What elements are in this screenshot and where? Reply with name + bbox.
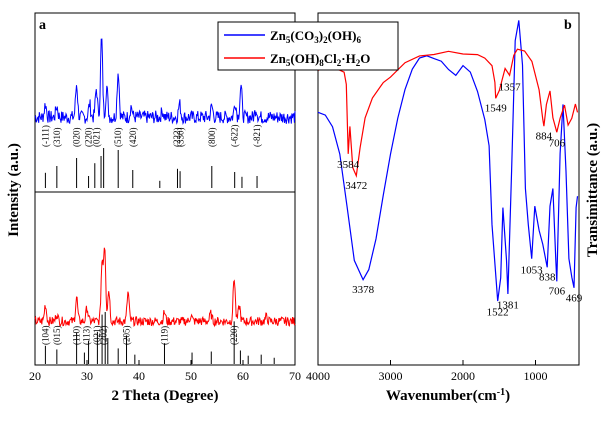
- ftir-peak-label: 1522: [487, 307, 509, 319]
- panel-a-x-tick-label: 30: [81, 369, 93, 383]
- chloride-miller-index-label: (104): [40, 326, 50, 346]
- carbonate-miller-index-label: (220): [84, 128, 94, 148]
- panel-b-x-tick-label: 4000: [306, 369, 330, 383]
- chloride-miller-index-label: (015): [52, 326, 62, 346]
- carbonate-miller-index-label: (420): [128, 128, 138, 148]
- ftir-peak-label: 3584: [337, 159, 360, 171]
- carbonate-miller-index-label: (510): [113, 128, 123, 148]
- panel-b-x-tick-label: 2000: [451, 369, 475, 383]
- chloride-miller-index-label: (220): [229, 326, 239, 346]
- ftir-peak-label: 3472: [345, 180, 367, 192]
- panel-b-x-ticks: 4000 3000 2000 1000: [306, 360, 548, 383]
- panel-a-x-tick-label: 40: [133, 369, 145, 383]
- panel-a-x-axis-title: 2 Theta (Degree): [112, 388, 219, 404]
- chloride-ftir-series: [317, 48, 579, 179]
- ftir-peak-label: 1053: [521, 264, 544, 276]
- ftir-peak-label: 838: [539, 271, 556, 283]
- chloride-miller-index-label: (119): [159, 326, 169, 345]
- ftir-peak-label: 1549: [485, 102, 508, 114]
- ftir-peak-label: 884: [536, 131, 553, 143]
- ftir-peak-label: 706: [549, 138, 566, 150]
- legend-box: [217, 21, 399, 71]
- carbonate-miller-index-label: (330): [176, 128, 186, 148]
- panel-a-y-axis-title: Intensity (a.u.): [6, 143, 22, 237]
- panel-a-x-tick-label: 60: [237, 369, 249, 383]
- chloride-miller-index-label: (205): [122, 326, 132, 346]
- panel-b-series: 3378152213811053838706469358434721549135…: [317, 20, 583, 319]
- chloride-miller-index-label: (021): [92, 326, 102, 346]
- chloride-miller-index-label: (202): [99, 326, 109, 346]
- ftir-peak-label: 1357: [499, 81, 522, 93]
- panel-a-x-tick-label: 20: [29, 369, 41, 383]
- panel-a-frame: [34, 12, 296, 366]
- panel-label-b: b: [564, 18, 572, 33]
- carbonate-miller-index-label: (-111): [40, 125, 50, 147]
- chloride-miller-index-label: (113): [81, 326, 91, 345]
- legend-label-chloride: Zn5(OH)8Cl2·H2O: [270, 51, 370, 68]
- panel-label-a: a: [39, 18, 46, 33]
- panel-b-x-tick-label: 1000: [524, 369, 548, 383]
- panel-a-x-tick-label: 70: [289, 369, 301, 383]
- carbonate-ftir-series: [317, 20, 579, 302]
- carbonate-miller-index-label: (021): [91, 128, 101, 148]
- ftir-peak-label: 469: [566, 293, 583, 305]
- carbonate-miller-index-label: (-622): [230, 125, 240, 148]
- ftir-peak-label: 706: [549, 286, 566, 298]
- legend-label-carbonate: Zn5(CO3)2(OH)6: [270, 28, 361, 45]
- carbonate-miller-index-label: (222): [172, 128, 182, 148]
- chloride-reference-lines: (104) (015) (110) (113) (021)(202) (205) (119)…: [40, 312, 275, 364]
- ftir-peak-label: 1381: [497, 300, 519, 312]
- carbonate-xrd-series: [34, 38, 296, 125]
- chloride-miller-index-label: (110): [72, 326, 82, 345]
- carbonate-miller-index-label: (310): [52, 128, 62, 148]
- panel-b-x-tick-label: 3000: [379, 369, 403, 383]
- chloride-xrd-series: [34, 247, 296, 328]
- legend: Zn5(CO3)2(OH)6 Zn5(OH)8Cl2·H2O: [217, 21, 399, 71]
- panel-a-x-tick-label: 50: [185, 369, 197, 383]
- carbonate-miller-index-label: (800): [207, 128, 217, 148]
- panel-a-x-ticks: 20 30 40 50 60 70: [29, 360, 301, 383]
- panel-a-series: [34, 38, 296, 328]
- panel-b-y-axis-title: Transimittance (a.u.): [585, 123, 601, 257]
- ftir-peak-label: 3378: [352, 284, 375, 296]
- carbonate-miller-index-label: (020): [72, 128, 82, 148]
- panel-b-frame: [317, 12, 580, 366]
- panel-b-x-axis-title: Wavenumber(cm-1): [386, 387, 510, 405]
- carbonate-reference-lines: (-111) (310) (020) (220)(021) (510) (420) (222…: [40, 125, 262, 188]
- carbonate-miller-index-label: (-821): [252, 125, 262, 148]
